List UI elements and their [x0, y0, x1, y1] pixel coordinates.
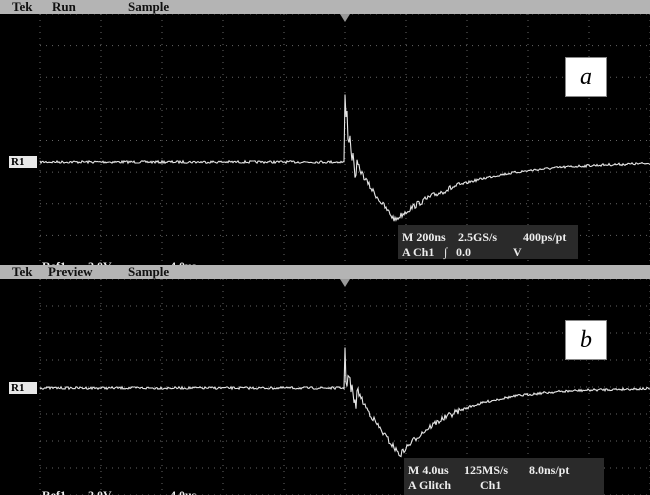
reference-marker: R1: [9, 382, 37, 394]
panel-label: b: [565, 320, 607, 360]
panel: Tek Run Sample R1 a M 200ns 2.5GS/s 400ps/pt A C…: [0, 0, 650, 267]
ref-scale: 2.0V: [88, 488, 112, 495]
timebase-scale: M 200ns: [402, 230, 446, 245]
waveform: [40, 95, 650, 222]
trigger-level: 0.0: [456, 245, 471, 260]
header-brand: Tek: [12, 265, 32, 279]
panel-label: a: [565, 57, 607, 97]
ref-name: Ref1: [42, 488, 66, 495]
header-brand: Tek: [12, 0, 32, 14]
header-acquisition: Sample: [128, 0, 169, 14]
ref-time: 4.0us: [170, 488, 196, 495]
header-mode: Preview: [48, 265, 93, 279]
sample-rate: 2.5GS/s: [458, 230, 497, 245]
header-bar: Tek Run Sample: [0, 0, 650, 14]
trigger-source: A Ch1: [402, 245, 434, 260]
waveform: [40, 348, 650, 457]
panel: Tek Preview Sample R1 b M 4.0us 125MS/s 8.0ns/p…: [0, 265, 650, 495]
resolution: 8.0ns/pt: [529, 463, 569, 478]
sample-rate: 125MS/s: [464, 463, 508, 478]
header-mode: Run: [52, 0, 76, 14]
oscilloscope-screen: Tek Run Sample R1 a M 200ns 2.5GS/s 400ps/pt A C…: [0, 0, 650, 495]
trigger-marker: [340, 279, 350, 287]
timebase-scale: M 4.0us: [408, 463, 449, 478]
trigger-slope: ∫: [444, 245, 447, 260]
resolution: 400ps/pt: [523, 230, 566, 245]
trigger-marker: [340, 14, 350, 22]
header-bar: Tek Preview Sample: [0, 265, 650, 279]
trigger-unit: V: [513, 245, 522, 260]
trigger-level: Ch1: [480, 478, 501, 493]
reference-marker: R1: [9, 156, 37, 168]
trigger-source: A Glitch: [408, 478, 451, 493]
header-acquisition: Sample: [128, 265, 169, 279]
